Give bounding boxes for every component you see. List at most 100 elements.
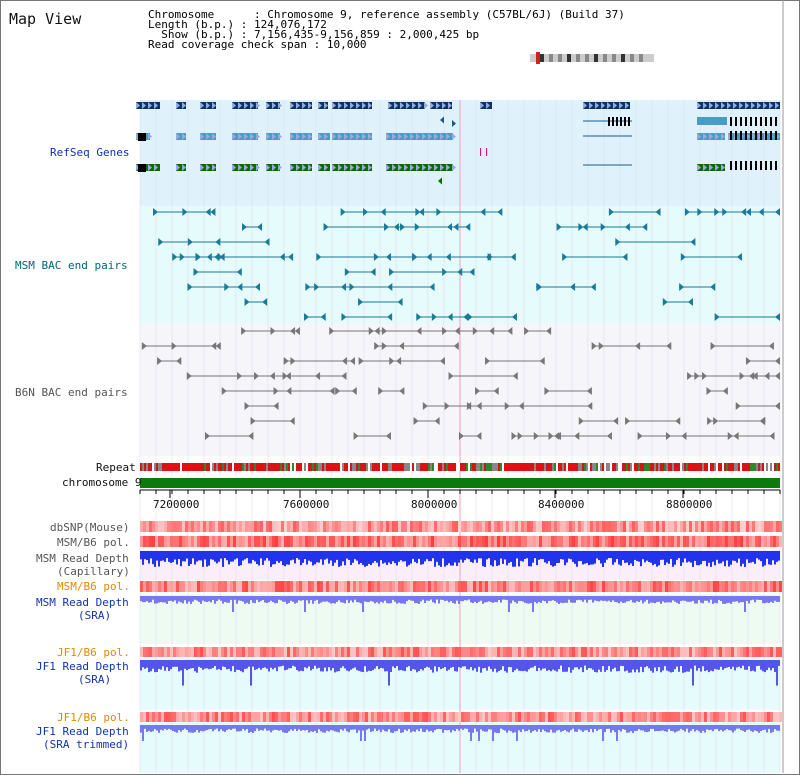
dbsnp-cell — [716, 521, 719, 532]
msm-depth-cap-bar — [480, 551, 482, 559]
repeat-feature — [386, 463, 388, 471]
jf1-pol2-cell — [413, 712, 416, 722]
msm-pol2-cell — [323, 581, 326, 592]
jf1-depth-sra-bar — [518, 660, 520, 671]
jf1-depth-trim-bar — [366, 725, 368, 730]
msm-depth-sra-bar — [710, 596, 712, 600]
repeat-feature — [692, 463, 694, 471]
jf1-pol-cell — [287, 647, 290, 657]
jf1-depth-trim-bar — [318, 725, 320, 730]
msm-bac-pair-end — [687, 298, 693, 306]
jf1-pol-cell — [353, 647, 356, 657]
msm-depth-cap-bar — [388, 551, 390, 563]
msm-pol2-cell — [263, 581, 266, 592]
jf1-read-depth-sra-label: JF1 Read Depth — [36, 660, 129, 673]
jf1-pol2-cell — [710, 712, 713, 722]
gene-arrow — [232, 133, 236, 140]
gene-arrow — [589, 102, 593, 109]
dbsnp-cell — [764, 521, 767, 532]
b6n-bac-pair-end — [283, 357, 289, 365]
jf1-depth-trim-bar — [714, 725, 716, 730]
msm-depth-sra-bar — [488, 596, 490, 602]
repeat-feature — [220, 463, 222, 471]
msm-depth-cap-bar — [618, 551, 620, 565]
repeat-feature — [604, 463, 606, 471]
jf1-depth-trim-bar — [466, 725, 468, 729]
gene-arrow — [200, 164, 204, 171]
jf1-pol2-cell — [533, 712, 536, 722]
repeat-feature — [714, 463, 716, 471]
msm-pol-cell — [611, 536, 614, 547]
msm-depth-sra-bar — [344, 596, 346, 604]
msm-depth-sra-bar — [432, 596, 434, 603]
jf1-depth-trim-bar — [632, 725, 634, 733]
jf1-depth-sra-bar — [468, 660, 470, 670]
jf1-depth-trim-bar — [530, 725, 532, 733]
jf1-depth-sra-bar — [178, 660, 180, 672]
msm-depth-sra-bar — [620, 596, 622, 602]
jf1-depth-trim-bar — [692, 725, 694, 730]
jf1-depth-sra-bar — [146, 660, 148, 668]
msm-depth-sra-bar — [572, 596, 574, 603]
repeat-feature — [392, 463, 394, 471]
repeat-feature — [258, 463, 260, 471]
gene-arrow — [296, 164, 300, 171]
jf1-depth-sra-bar — [434, 660, 436, 667]
msm-depth-cap-bar — [488, 551, 490, 559]
msm-depth-cap-bar — [254, 551, 256, 562]
jf1-depth-sra-bar — [504, 660, 506, 672]
repeat-feature — [570, 463, 572, 471]
msm-depth-sra-bar — [502, 596, 504, 600]
msm-depth-cap-bar — [196, 551, 198, 562]
jf1-depth-sra-bar — [340, 660, 342, 668]
jf1-depth-trim-bar — [400, 725, 402, 733]
msm-pol2-cell — [293, 581, 296, 592]
jf1-depth-trim-bar — [254, 725, 256, 732]
repeat-feature — [230, 463, 232, 471]
dbsnp-cell — [698, 521, 701, 532]
jf1-depth-trim-bar — [312, 725, 314, 732]
msm-depth-sra-bar — [656, 596, 658, 603]
jf1-depth-sra-bar — [448, 660, 450, 670]
jf1-pol2-cell — [518, 712, 521, 722]
msm-depth-sra-bar — [616, 596, 618, 603]
msm-pol2-cell — [683, 581, 686, 592]
jf1-depth-sra-bar — [230, 660, 232, 672]
msm-pol-cell — [356, 536, 359, 547]
msm-pol2-cell — [503, 581, 506, 592]
msm-pol-cell — [251, 536, 254, 547]
repeat-feature — [262, 463, 264, 471]
jf1-depth-sra-bar — [406, 660, 408, 668]
gene-arrow — [296, 133, 300, 140]
jf1-depth-sra-bar — [426, 660, 428, 667]
msm-depth-cap-bar — [184, 551, 186, 562]
msm-bac-pair-end — [570, 283, 576, 291]
msm-depth-sra-bar — [412, 596, 414, 601]
msm-depth-cap-bar — [310, 551, 312, 562]
msm-depth-sra-bar — [676, 596, 678, 603]
dbsnp-cell — [212, 521, 215, 532]
jf1-pol2-cell — [650, 712, 653, 722]
exon — [755, 117, 757, 126]
msm-depth-cap-bar — [622, 551, 624, 561]
jf1-pol-cell — [683, 647, 686, 657]
msm-pol-cell — [431, 536, 434, 547]
msm-depth-cap-bar — [604, 551, 606, 563]
msm-depth-sra-bar — [484, 596, 486, 603]
jf1-pol-cell — [344, 647, 347, 657]
jf1-depth-sra-bar — [640, 660, 642, 667]
msm-pol2-cell — [170, 581, 173, 592]
jf1-depth-trim-bar — [160, 725, 162, 730]
jf1-depth-sra-bar — [636, 660, 638, 670]
jf1-depth-trim-bar — [640, 725, 642, 731]
jf1-depth-sra-bar — [720, 660, 722, 667]
msm-pol2-cell — [266, 581, 269, 592]
repeat-feature — [188, 463, 190, 471]
msm-depth-sra-bar — [758, 596, 760, 600]
jf1-pol-cell — [149, 647, 152, 657]
msm-depth-sra-bar — [254, 596, 256, 604]
dbsnp-cell — [470, 521, 473, 532]
msm-depth-cap-bar — [496, 551, 498, 566]
msm-depth-cap-bar — [502, 551, 504, 564]
